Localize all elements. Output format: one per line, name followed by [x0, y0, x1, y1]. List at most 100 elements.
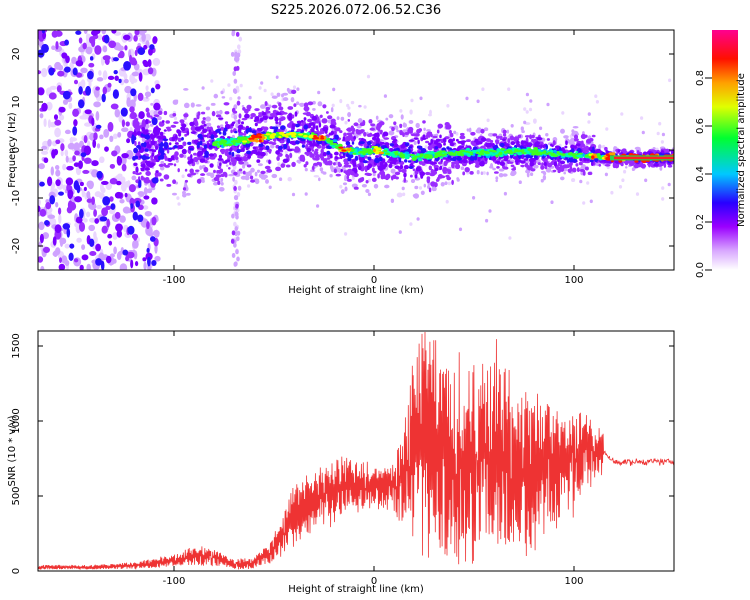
spectrogram-cell	[95, 124, 102, 129]
spectrogram-cell	[208, 153, 215, 157]
spectrogram-cell	[261, 131, 266, 134]
spectrogram-cell	[556, 165, 560, 171]
spectrogram-cell	[586, 181, 590, 185]
spectrogram-cell	[231, 160, 237, 166]
spectrogram-cell	[173, 144, 178, 149]
spectrogram-cell	[114, 211, 121, 219]
spectrogram-cell	[137, 92, 144, 102]
spectrogram-cell	[201, 120, 206, 125]
spectrogram-cell	[65, 55, 70, 64]
spectrogram-cell	[155, 159, 160, 163]
spectrogram-cell	[50, 166, 55, 176]
spectrogram-cell	[427, 185, 430, 189]
spectrogram-cell	[305, 161, 309, 166]
spectrogram-cell	[546, 102, 550, 107]
spectrogram-cell	[278, 121, 282, 126]
spectrogram-cell	[89, 56, 94, 61]
spectrogram-cell	[344, 232, 348, 236]
spectrogram-cell	[41, 30, 46, 34]
spectrogram-cell	[167, 126, 171, 130]
spectrogram-cell	[81, 188, 86, 198]
spectrogram-cell	[202, 128, 208, 134]
spectrogram-cell	[670, 149, 674, 155]
spectrogram-cell	[177, 137, 182, 143]
spectrogram-cell	[321, 145, 326, 150]
spectrogram-cell	[88, 62, 95, 68]
spectrogram-cell	[384, 184, 390, 189]
spectrogram-cell	[258, 135, 263, 139]
spectrogram-cell	[215, 114, 222, 118]
spectrogram-cell	[434, 167, 439, 172]
spectrogram-cell	[371, 136, 377, 141]
spectrogram-cell	[535, 142, 539, 148]
spectrogram-cell	[255, 151, 262, 156]
spectrogram-cell	[278, 102, 282, 107]
spectrogram-cell	[38, 221, 45, 231]
spectrogram-cell	[509, 135, 515, 141]
spectrogram-cell	[228, 173, 234, 177]
spectrogram-cell	[179, 119, 185, 124]
spectrogram-cell	[73, 142, 80, 152]
spectrogram-cell	[118, 78, 122, 84]
spectrogram-cell	[644, 178, 648, 183]
spectrogram-cell	[344, 120, 348, 125]
spectrogram-cell	[497, 153, 502, 156]
spectrogram-cell	[260, 170, 266, 175]
spectrogram-cell	[413, 140, 417, 146]
spectrogram-cell	[322, 157, 328, 164]
spectrogram-cell	[416, 128, 421, 134]
spectrogram-cell	[132, 171, 136, 175]
figure-title: S225.2026.072.06.52.C36	[271, 3, 441, 18]
spectrogram-cell	[578, 161, 583, 166]
spectrogram-cell	[224, 121, 229, 125]
spectrogram-cell	[184, 181, 188, 187]
spectrogram-cell	[449, 130, 452, 134]
spectrogram-cell	[121, 127, 129, 133]
spectrogram-cell	[271, 95, 278, 99]
spectrogram-cell	[313, 174, 320, 178]
spectrogram-cell	[114, 191, 123, 199]
spectrogram-cell	[315, 154, 320, 158]
spectrogram-cell	[573, 153, 579, 156]
spectrogram-cell	[268, 116, 274, 120]
spectrogram-cell	[339, 155, 343, 160]
spectrogram-cell	[459, 132, 465, 136]
spectrogram-cell	[220, 177, 224, 182]
spectrogram-cell	[433, 164, 439, 169]
spectrogram-cell	[251, 137, 255, 140]
spectrogram-cell	[206, 133, 210, 139]
spectrogram-cell	[399, 164, 404, 170]
spectrogram-cell	[420, 190, 425, 196]
spectrogram-cell	[117, 173, 123, 178]
spectrogram-cell	[529, 134, 533, 140]
spectrogram-cell	[582, 170, 586, 176]
spectrogram-cell	[335, 173, 342, 177]
spectrogram-cell	[148, 48, 153, 56]
spectrogram-cell	[210, 172, 215, 179]
spectrogram-cell	[361, 184, 367, 188]
spectrogram-cell	[345, 135, 352, 142]
spectrogram-cell	[237, 185, 242, 191]
spectrogram-cell	[46, 101, 53, 111]
spectrogram-cell	[130, 259, 134, 269]
spectrogram-cell	[112, 258, 117, 264]
spectrogram-cell	[589, 199, 593, 204]
spectrogram-cell	[330, 107, 334, 113]
spectrogram-cell	[66, 227, 71, 238]
spectrogram-cell	[197, 111, 201, 116]
spectrogram-cell	[163, 129, 167, 132]
spectrogram-cell	[402, 129, 408, 133]
spectrogram-cell	[159, 165, 165, 171]
spectrogram-cell	[277, 145, 283, 150]
spectrogram-cell	[583, 146, 586, 149]
spectrogram-cell	[358, 151, 363, 154]
spectrogram-cell	[425, 140, 430, 144]
spectrogram-cell	[368, 132, 373, 137]
spectrogram-cell	[132, 239, 139, 249]
spectrogram-cell	[91, 160, 99, 167]
spectrogram-cell	[129, 73, 135, 84]
spectrogram-cell	[489, 139, 494, 143]
spectrogram-cell	[429, 161, 435, 165]
spectrogram-cell	[313, 136, 320, 140]
